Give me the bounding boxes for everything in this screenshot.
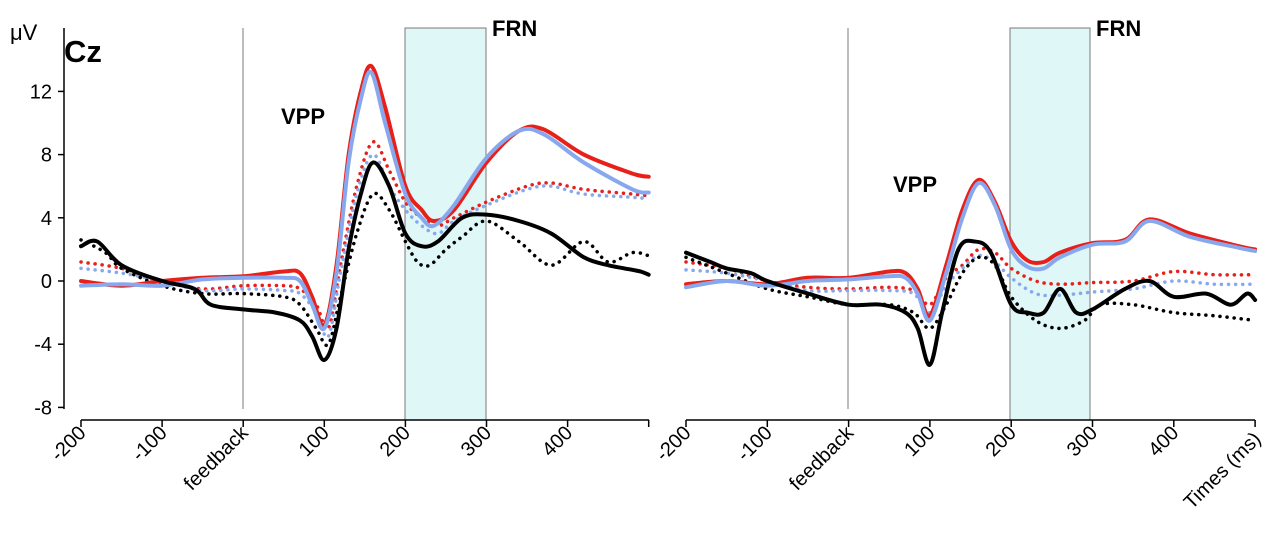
x-tick-label: -100 (128, 422, 172, 466)
x-tick-label: 300 (1063, 422, 1102, 461)
left-peak-label: VPP (281, 104, 325, 129)
right-peak-label: VPP (893, 172, 937, 197)
x-axis-title: Times (ms) (1180, 428, 1266, 514)
x-tick-label: feedback (785, 421, 859, 495)
x-tick-label: 100 (295, 422, 334, 461)
right-series-4-dotted-line (684, 253, 1257, 315)
x-tick-label: 300 (457, 422, 496, 461)
x-tick-label: feedback (180, 421, 254, 495)
x-tick-label: 400 (1144, 422, 1183, 461)
x-tick-label: -200 (652, 422, 696, 466)
right-series-5-dotted-line (684, 255, 1257, 331)
right-panel: -200 -100 feedback 100 200 300 400 VPP FRN Tim… (652, 16, 1266, 514)
y-unit-label: μV (10, 20, 38, 45)
x-tick-label: -100 (733, 422, 777, 466)
right-frn-window (1009, 27, 1091, 421)
right-series-2-solid-line (684, 238, 1258, 367)
x-tick-label: 200 (982, 422, 1021, 461)
y-tick-label: 12 (30, 81, 52, 103)
right-series-3-dotted-line (684, 246, 1257, 307)
left-panel: -8 -4 0 4 8 12 -200 -100 feedback 100 200 300 400 μ… (10, 16, 651, 495)
x-tick-label: 400 (538, 422, 577, 461)
y-tick-label: 0 (41, 271, 52, 293)
x-tick-label: -200 (47, 422, 91, 466)
y-tick-label: -8 (34, 397, 52, 419)
right-window-label: FRN (1096, 16, 1141, 41)
right-series-1-solid-line (684, 180, 1258, 323)
left-frn-window (404, 27, 487, 421)
left-series-5-dotted-line (79, 191, 651, 348)
left-series-1-solid-line (79, 69, 651, 332)
x-tick-label: 200 (376, 422, 415, 461)
y-tick-label: 8 (41, 145, 52, 167)
y-tick-label: 4 (41, 208, 52, 230)
channel-label: Cz (64, 34, 102, 69)
x-tick-label: 100 (900, 422, 939, 461)
left-series-2-solid-line (79, 160, 651, 362)
left-series-3-dotted-line (79, 140, 651, 332)
y-tick-label: -4 (34, 334, 52, 356)
left-window-label: FRN (492, 16, 537, 41)
